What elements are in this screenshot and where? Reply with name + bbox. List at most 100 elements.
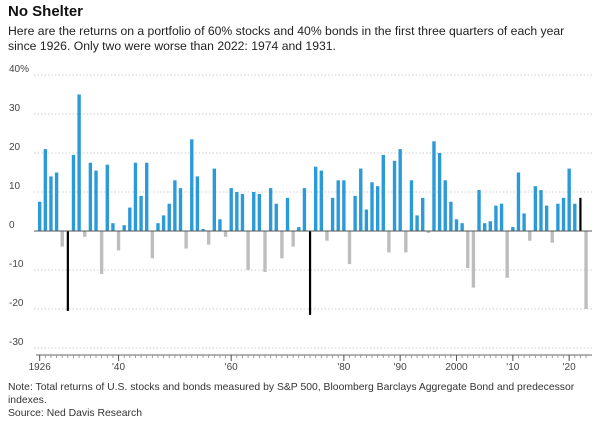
bar-1936 (94, 170, 98, 231)
bar-1949 (167, 203, 171, 231)
bar-1997 (437, 153, 442, 231)
bar-1946 (150, 231, 155, 259)
bar-1935 (88, 162, 93, 231)
bar-1942 (128, 207, 132, 231)
bar-1984 (364, 209, 369, 231)
bar-2001 (460, 223, 464, 231)
bar-1987 (381, 154, 385, 231)
y-tick-label: -30 (9, 337, 24, 348)
bar-1992 (409, 180, 414, 231)
bar-1950 (173, 180, 177, 231)
bar-2004 (477, 190, 481, 231)
bar-2005 (482, 223, 487, 231)
bar-2010 (511, 227, 515, 231)
bar-1973 (302, 188, 307, 231)
bar-1993 (415, 215, 419, 231)
chart-subtitle: Here are the returns on a portfolio of 6… (8, 24, 565, 53)
bar-1967 (268, 188, 273, 231)
bar-1975 (314, 166, 318, 231)
bar-2016 (544, 205, 549, 231)
bar-1994 (421, 197, 425, 231)
bar-1982 (353, 195, 357, 231)
bar-1991 (404, 231, 408, 253)
bar-2012 (522, 213, 526, 231)
bar-2017 (550, 231, 554, 243)
bar-1962 (240, 193, 245, 231)
y-tick-label: -20 (9, 298, 24, 309)
x-tick-label: '60 (225, 362, 238, 372)
bar-1976 (319, 170, 324, 231)
bar-1955 (201, 229, 205, 231)
bar-1990 (398, 149, 402, 231)
bar-1983 (359, 168, 363, 231)
y-tick-label: 0 (9, 220, 15, 231)
x-tick-label: '80 (337, 362, 350, 372)
x-tick-label: 1926 (29, 362, 52, 372)
y-tick-label: 10 (9, 181, 21, 192)
bar-1964 (252, 192, 256, 231)
bar-2006 (488, 221, 492, 231)
bar-1965 (257, 193, 262, 231)
bar-1947 (156, 223, 160, 231)
bar-1969 (280, 231, 284, 259)
bar-2009 (505, 231, 509, 278)
bar-1927 (43, 149, 48, 231)
x-tick-label: '90 (394, 362, 407, 372)
bar-1933 (77, 94, 81, 231)
bar-2021 (573, 203, 577, 231)
bar-1944 (139, 195, 143, 231)
bar-1943 (133, 162, 138, 231)
bar-2000 (454, 219, 459, 231)
bar-1941 (122, 225, 126, 231)
bar-1928 (49, 176, 53, 231)
bar-1995 (426, 231, 431, 233)
bar-2023 (584, 231, 588, 309)
bar-1957 (212, 168, 216, 231)
bar-1952 (184, 231, 188, 249)
bar-1971 (291, 231, 295, 247)
bar-1977 (325, 231, 329, 241)
bar-1963 (246, 231, 250, 270)
bar-2002 (466, 231, 470, 269)
bar-1956 (206, 231, 211, 245)
bar-1945 (145, 162, 149, 231)
chart-source: Source: Ned Davis Research (8, 408, 142, 419)
bar-1998 (443, 180, 447, 231)
bar-1978 (330, 197, 335, 231)
bar-1996 (432, 141, 436, 231)
bar-1931 (66, 231, 69, 311)
bar-1958 (218, 219, 222, 231)
bar-2003 (471, 231, 476, 288)
bar-1981 (347, 231, 352, 265)
bar-1930 (60, 231, 64, 247)
bar-1980 (342, 180, 346, 231)
bar-1959 (223, 231, 228, 237)
bar-2020 (567, 168, 571, 231)
bar-1966 (263, 231, 267, 272)
bar-1972 (297, 227, 301, 231)
chart-note: Note: Total returns of U.S. stocks and b… (8, 382, 575, 406)
bar-2008 (499, 203, 504, 231)
bar-1940 (116, 231, 121, 251)
bar-1954 (195, 176, 200, 231)
bar-2011 (516, 172, 521, 231)
x-tick-label: '40 (112, 362, 125, 372)
bar-1974 (308, 231, 312, 315)
bar-1938 (105, 164, 109, 231)
bar-1960 (229, 188, 233, 231)
y-tick-label: -10 (9, 259, 24, 270)
bar-1951 (178, 188, 183, 231)
bar-1929 (54, 172, 59, 231)
bar-1937 (99, 231, 104, 274)
bar-2022 (579, 197, 582, 231)
y-tick-label: 40% (9, 64, 29, 75)
chart-title: No Shelter (8, 3, 84, 20)
bar-1961 (235, 192, 239, 231)
bar-1934 (83, 231, 87, 237)
y-tick-label: 20 (9, 142, 21, 153)
bar-1989 (392, 160, 397, 231)
bar-1939 (111, 223, 115, 231)
bar-chart: 40% 30 20 10 0 -10 -20 -30 1926 '40 '60 '80 '90 2000 '… (9, 64, 592, 372)
bar-2014 (533, 186, 538, 231)
bar-1968 (274, 203, 278, 231)
